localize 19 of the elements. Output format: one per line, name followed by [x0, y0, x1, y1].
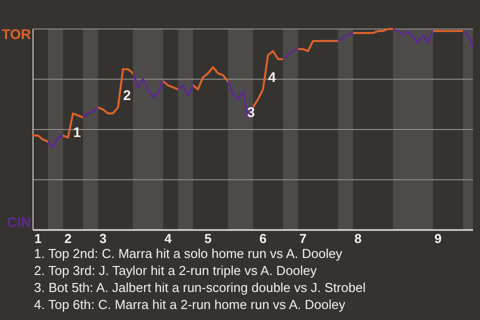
x-tick-label: 4 — [164, 231, 172, 246]
x-tick-label: 2 — [64, 231, 72, 246]
text: 3. Bot 5th: A. Jalbert hit a run-scoring double vs J. Strobel — [34, 280, 366, 295]
annotation: 4 — [268, 68, 276, 85]
text: 1. Top 2nd: C. Marra hit a solo home run vs A. Dooley — [34, 246, 343, 261]
annotation: 3 — [247, 104, 256, 120]
x-tick-label: 3 — [99, 231, 107, 246]
x-tick-label: 5 — [204, 231, 212, 246]
x-tick-label: 9 — [434, 231, 442, 246]
annotation: 2 — [123, 86, 132, 103]
x-tick-label: 7 — [299, 231, 307, 246]
x-tick-label: 6 — [259, 231, 267, 246]
text: 2. Top 3rd: J. Taylor hit a 2-run triple vs A. Dooley — [34, 263, 318, 278]
x-tick-label: 8 — [354, 231, 362, 246]
annotation: 1 — [73, 124, 82, 140]
text: CIN — [6, 214, 31, 230]
text: 4. Top 6th: C. Marra hit a 2-run home run vs A. Dooley — [34, 297, 346, 312]
x-tick-label: 1 — [34, 231, 42, 246]
text: TOR — [2, 26, 31, 42]
